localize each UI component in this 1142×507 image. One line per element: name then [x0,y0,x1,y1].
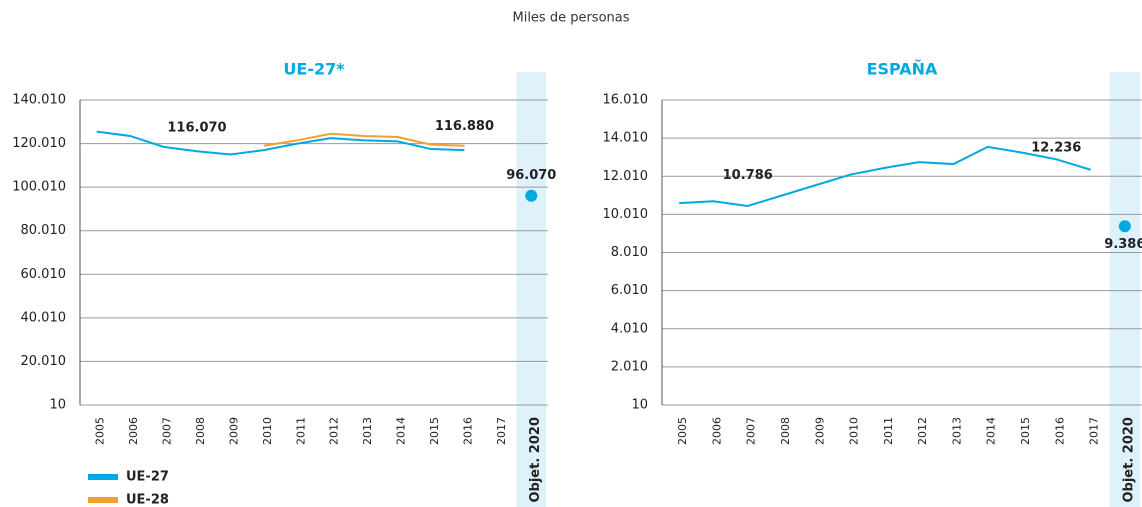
y-tick-label: 80.010 [21,223,67,238]
x-tick-label: 2015 [428,417,441,445]
annotation: 116.880 [435,119,494,134]
y-tick-label: 16.010 [603,93,649,108]
chart-title: UE-27* [283,60,345,79]
x-tick-label: 2012 [328,417,341,445]
x-tick-label: 2007 [745,417,758,445]
x-tick-label: 2016 [1053,417,1066,445]
chart-title: ESPAÑA [867,60,938,79]
y-tick-label: 10 [631,398,648,413]
x-tick-label: 2012 [916,417,929,445]
y-tick-label: 6.010 [611,283,648,298]
x-tick-label: Objet. 2020 [1121,417,1136,503]
x-tick-label: 2015 [1019,417,1032,445]
y-tick-label: 100.010 [12,180,66,195]
legend-swatch [88,497,118,503]
x-tick-label: Objet. 2020 [528,417,543,503]
x-tick-label: 2013 [361,417,374,445]
subtitle: Miles de personas [512,11,629,26]
y-tick-label: 10 [49,398,66,413]
x-tick-label: 2010 [261,417,274,445]
x-tick-label: 2006 [710,417,723,445]
x-tick-label: 2008 [194,417,207,445]
annotation: 12.236 [1031,140,1081,155]
target-band [1109,72,1140,507]
y-tick-label: 120.010 [12,136,66,151]
series-line [263,132,465,147]
x-tick-label: 2005 [94,417,107,445]
x-tick-label: 2014 [395,417,408,445]
x-tick-label: 2017 [1088,417,1101,445]
target-label: 9.386 [1104,237,1142,252]
annotation: 116.070 [167,121,226,136]
y-tick-label: 4.010 [611,321,648,336]
legend-label: UE-28 [126,493,169,507]
target-band [516,72,546,507]
target-label: 96.070 [506,168,556,183]
y-tick-label: 2.010 [611,359,648,374]
target-point [525,189,538,202]
series-line [96,130,465,156]
y-tick-label: 8.010 [611,245,648,260]
x-tick-label: 2017 [495,417,508,445]
x-tick-label: 2005 [676,417,689,445]
y-tick-label: 20.010 [21,354,67,369]
x-tick-label: 2007 [161,417,174,445]
x-tick-label: 2013 [950,417,963,445]
series-line [679,145,1091,208]
y-tick-label: 140.010 [12,93,66,108]
x-tick-label: 2009 [227,417,240,445]
y-tick-label: 60.010 [21,267,67,282]
y-tick-label: 10.010 [603,207,649,222]
legend-swatch [88,474,118,480]
annotation: 10.786 [723,168,773,183]
x-tick-label: 2006 [127,417,140,445]
x-tick-label: 2011 [882,417,895,445]
x-tick-label: 2008 [779,417,792,445]
y-tick-label: 12.010 [603,169,649,184]
legend-label: UE-27 [126,470,169,485]
y-tick-label: 14.010 [603,131,649,146]
x-tick-label: 2014 [985,417,998,445]
x-tick-label: 2016 [461,417,474,445]
y-tick-label: 40.010 [21,310,67,325]
target-point [1118,220,1131,233]
x-tick-label: 2010 [848,417,861,445]
x-tick-label: 2009 [813,417,826,445]
x-tick-label: 2011 [294,417,307,445]
